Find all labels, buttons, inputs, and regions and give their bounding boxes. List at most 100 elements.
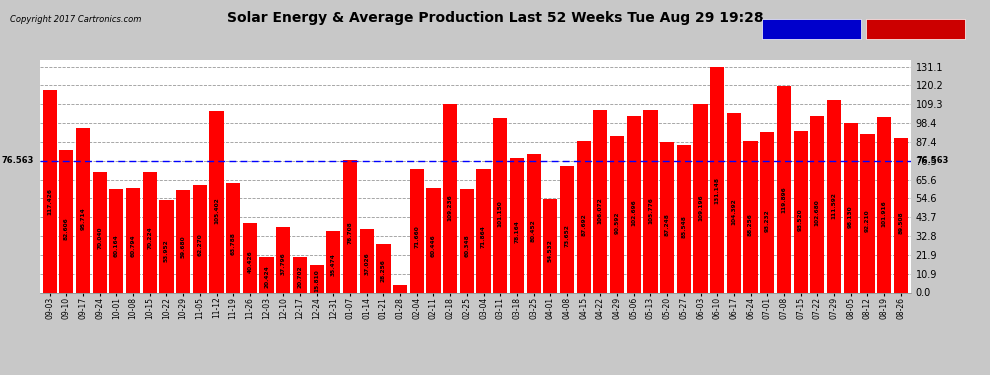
Text: 62.270: 62.270 bbox=[197, 233, 202, 256]
Text: 93.232: 93.232 bbox=[764, 209, 770, 232]
Bar bbox=[610, 136, 624, 292]
Text: 20.424: 20.424 bbox=[264, 265, 269, 288]
Text: 35.474: 35.474 bbox=[331, 254, 336, 276]
Bar bbox=[176, 190, 190, 292]
Bar bbox=[710, 67, 725, 292]
Text: 71.864: 71.864 bbox=[481, 225, 486, 248]
Text: 60.164: 60.164 bbox=[114, 234, 119, 257]
Text: 28.256: 28.256 bbox=[381, 259, 386, 282]
Bar bbox=[359, 229, 374, 292]
Text: 37.026: 37.026 bbox=[364, 252, 369, 275]
Text: 109.236: 109.236 bbox=[447, 195, 452, 221]
Text: 60.446: 60.446 bbox=[431, 234, 436, 257]
Bar bbox=[259, 257, 273, 292]
Bar bbox=[327, 231, 341, 292]
Bar bbox=[226, 183, 241, 292]
Text: 71.660: 71.660 bbox=[414, 226, 420, 248]
Bar bbox=[459, 189, 474, 292]
Text: 87.248: 87.248 bbox=[664, 213, 669, 236]
Text: 92.210: 92.210 bbox=[865, 210, 870, 232]
Text: 104.392: 104.392 bbox=[732, 198, 737, 225]
Bar bbox=[193, 185, 207, 292]
Bar bbox=[794, 132, 808, 292]
Text: 101.916: 101.916 bbox=[882, 200, 887, 227]
Text: 102.696: 102.696 bbox=[632, 200, 637, 226]
Bar bbox=[860, 134, 874, 292]
Text: 90.592: 90.592 bbox=[615, 211, 620, 234]
Bar bbox=[760, 132, 774, 292]
Bar bbox=[810, 116, 825, 292]
Bar bbox=[560, 166, 574, 292]
Bar bbox=[727, 113, 741, 292]
Bar bbox=[376, 244, 390, 292]
Bar bbox=[576, 141, 591, 292]
Text: 106.072: 106.072 bbox=[598, 197, 603, 223]
Text: 37.796: 37.796 bbox=[281, 252, 286, 274]
Bar bbox=[510, 158, 524, 292]
Text: 59.680: 59.680 bbox=[180, 235, 186, 258]
Bar bbox=[544, 199, 557, 292]
Text: 119.896: 119.896 bbox=[781, 186, 786, 213]
Text: 76.708: 76.708 bbox=[347, 222, 352, 245]
Bar bbox=[143, 171, 156, 292]
Bar bbox=[159, 200, 173, 292]
Bar bbox=[59, 150, 73, 292]
Bar bbox=[393, 285, 407, 292]
Text: 63.788: 63.788 bbox=[231, 232, 236, 255]
Bar bbox=[410, 169, 424, 292]
Text: 87.692: 87.692 bbox=[581, 213, 586, 236]
Bar bbox=[343, 160, 357, 292]
Bar bbox=[210, 111, 224, 292]
Text: 105.776: 105.776 bbox=[647, 197, 653, 224]
Bar bbox=[93, 172, 107, 292]
Text: 101.150: 101.150 bbox=[498, 201, 503, 228]
Bar bbox=[126, 188, 141, 292]
Text: 131.148: 131.148 bbox=[715, 177, 720, 204]
Bar bbox=[493, 118, 507, 292]
Text: 40.426: 40.426 bbox=[248, 250, 252, 273]
Bar bbox=[644, 110, 657, 292]
Bar bbox=[743, 141, 757, 292]
Bar bbox=[660, 142, 674, 292]
Text: Copyright 2017 Cartronics.com: Copyright 2017 Cartronics.com bbox=[10, 15, 142, 24]
Text: 76.563: 76.563 bbox=[2, 156, 34, 165]
Bar bbox=[243, 223, 257, 292]
Text: 98.130: 98.130 bbox=[848, 205, 853, 228]
Text: 95.714: 95.714 bbox=[80, 207, 85, 230]
Text: 60.348: 60.348 bbox=[464, 234, 469, 257]
Text: 53.952: 53.952 bbox=[164, 239, 169, 262]
Bar bbox=[43, 90, 56, 292]
Bar bbox=[777, 86, 791, 292]
Bar bbox=[310, 265, 324, 292]
Bar bbox=[593, 110, 608, 292]
Text: 60.794: 60.794 bbox=[131, 234, 136, 257]
Text: 80.452: 80.452 bbox=[531, 219, 537, 242]
Text: 88.256: 88.256 bbox=[748, 213, 753, 236]
Bar bbox=[827, 100, 842, 292]
Text: 78.164: 78.164 bbox=[515, 220, 520, 243]
Text: Solar Energy & Average Production Last 52 Weeks Tue Aug 29 19:28: Solar Energy & Average Production Last 5… bbox=[227, 11, 763, 25]
Bar bbox=[894, 138, 908, 292]
Text: 76.563: 76.563 bbox=[917, 156, 948, 165]
Bar bbox=[693, 105, 708, 292]
Text: 20.702: 20.702 bbox=[297, 265, 303, 288]
Text: Average  (kWh): Average (kWh) bbox=[765, 25, 843, 34]
Text: 109.196: 109.196 bbox=[698, 195, 703, 221]
Text: 117.426: 117.426 bbox=[48, 188, 52, 215]
Bar bbox=[877, 117, 891, 292]
Text: 89.508: 89.508 bbox=[898, 212, 903, 234]
Bar bbox=[843, 123, 857, 292]
Text: Weekly  (kWh): Weekly (kWh) bbox=[869, 25, 942, 34]
Bar bbox=[109, 189, 124, 292]
Text: 54.532: 54.532 bbox=[547, 239, 552, 262]
Bar bbox=[627, 116, 641, 292]
Bar bbox=[677, 145, 691, 292]
Text: 85.548: 85.548 bbox=[681, 215, 686, 238]
Text: 93.520: 93.520 bbox=[798, 209, 803, 231]
Bar bbox=[427, 188, 441, 292]
Text: 102.680: 102.680 bbox=[815, 200, 820, 226]
Text: 15.810: 15.810 bbox=[314, 269, 319, 292]
Text: 111.592: 111.592 bbox=[832, 193, 837, 219]
Text: 70.040: 70.040 bbox=[97, 227, 102, 249]
Text: 70.224: 70.224 bbox=[148, 227, 152, 249]
